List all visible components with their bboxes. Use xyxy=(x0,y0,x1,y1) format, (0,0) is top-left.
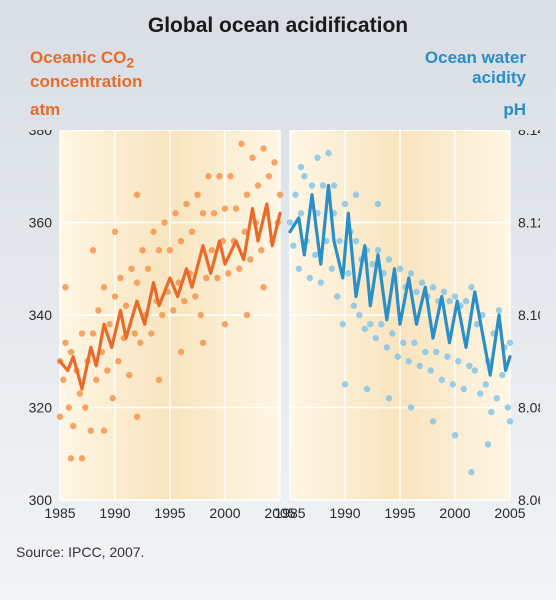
right-unit: pH xyxy=(503,100,526,120)
svg-text:380: 380 xyxy=(29,130,53,138)
svg-text:340: 340 xyxy=(29,307,53,323)
source-text: Source: IPCC, 2007. xyxy=(0,522,556,560)
svg-text:1995: 1995 xyxy=(154,505,185,521)
svg-text:1985: 1985 xyxy=(274,505,305,521)
right-series-label: Ocean wateracidity xyxy=(425,48,526,89)
svg-text:8.14: 8.14 xyxy=(518,130,540,138)
svg-text:1990: 1990 xyxy=(99,505,130,521)
svg-text:320: 320 xyxy=(29,400,53,416)
chart-title: Global ocean acidification xyxy=(0,0,556,38)
chart-area: 1985199019952000200530032034036038019851… xyxy=(16,130,540,522)
chart-svg: 1985199019952000200530032034036038019851… xyxy=(16,130,540,522)
left-series-label: Oceanic CO2 concentration xyxy=(30,48,142,93)
svg-text:8.08: 8.08 xyxy=(518,400,540,416)
svg-text:2000: 2000 xyxy=(209,505,240,521)
svg-text:1995: 1995 xyxy=(384,505,415,521)
svg-text:360: 360 xyxy=(29,215,53,231)
svg-text:8.10: 8.10 xyxy=(518,307,540,323)
svg-text:8.12: 8.12 xyxy=(518,215,540,231)
svg-text:2000: 2000 xyxy=(439,505,470,521)
svg-text:8.06: 8.06 xyxy=(518,492,540,508)
svg-text:300: 300 xyxy=(29,492,53,508)
axis-labels-block: Oceanic CO2 concentration atm Ocean wate… xyxy=(0,38,556,130)
svg-text:1990: 1990 xyxy=(329,505,360,521)
left-unit: atm xyxy=(30,100,60,120)
